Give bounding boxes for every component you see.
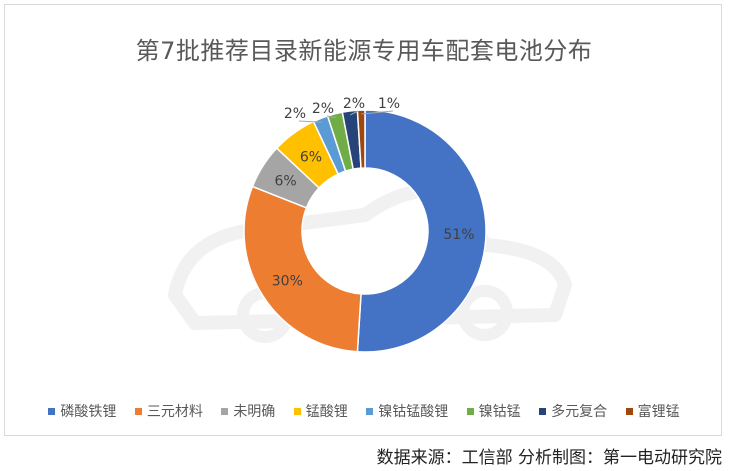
legend-item-4: 镍钴锰酸锂	[366, 401, 448, 421]
legend-item-0: 磷酸铁锂	[48, 401, 116, 421]
legend-label: 镍钴锰	[478, 404, 521, 420]
chart-area: 第7批推荐目录新能源专用车配套电池分布 51% 30% 6% 6% 2% 2% 2% 1% 磷…	[4, 4, 722, 436]
legend-label: 锰酸锂	[305, 404, 348, 420]
data-label-0: 51%	[443, 227, 474, 243]
legend-swatch	[539, 407, 547, 415]
data-label-1: 30%	[272, 273, 303, 289]
leader-line-7	[361, 110, 394, 115]
legend-label: 镍钴锰酸锂	[378, 404, 449, 420]
legend-swatch	[221, 407, 229, 415]
legend-swatch	[293, 407, 301, 415]
legend-item-3: 锰酸锂	[293, 401, 348, 421]
data-label-7: 1%	[378, 96, 400, 112]
legend-item-6: 多元复合	[539, 401, 607, 421]
donut-chart: 51% 30% 6%6% 2% 2% 2% 1%	[243, 96, 487, 353]
source-note: 数据来源：工信部 分析制图：第一电动研究院	[376, 448, 722, 468]
leader-line-6	[350, 110, 359, 116]
chart-title: 第7批推荐目录新能源专用车配套电池分布	[135, 37, 593, 65]
legend-item-7: 富锂锰	[625, 401, 680, 421]
legend-item-2: 未明确	[221, 401, 275, 421]
legend-swatch	[625, 407, 633, 415]
data-label-2: 6%	[275, 174, 297, 190]
legend-swatch	[466, 407, 474, 415]
legend-swatch	[366, 407, 374, 415]
legend-swatch	[48, 407, 56, 415]
legend-item-5: 镍钴锰	[466, 401, 521, 421]
legend-item-1: 三元材料	[134, 401, 203, 421]
slice-7	[356, 109, 366, 169]
legend-label: 三元材料	[146, 404, 203, 420]
leader-line-5	[326, 115, 336, 119]
slice-0	[356, 109, 487, 353]
legend-label: 富锂锰	[637, 404, 680, 420]
data-label-6: 2%	[343, 96, 365, 112]
leader-line-4	[298, 120, 322, 123]
legend-label: 磷酸铁锂	[60, 404, 117, 420]
data-label-3: 6%	[300, 150, 322, 166]
data-label-5: 2%	[312, 101, 334, 117]
slice-1	[243, 185, 362, 353]
data-label-4: 2%	[284, 106, 306, 122]
legend: 磷酸铁锂 三元材料 未明确 锰酸锂 镍钴锰酸锂 镍钴锰 多元复合 富锂锰	[5, 401, 723, 421]
legend-label: 多元复合	[551, 404, 608, 420]
legend-label: 未明确	[233, 404, 276, 420]
legend-swatch	[134, 407, 142, 415]
